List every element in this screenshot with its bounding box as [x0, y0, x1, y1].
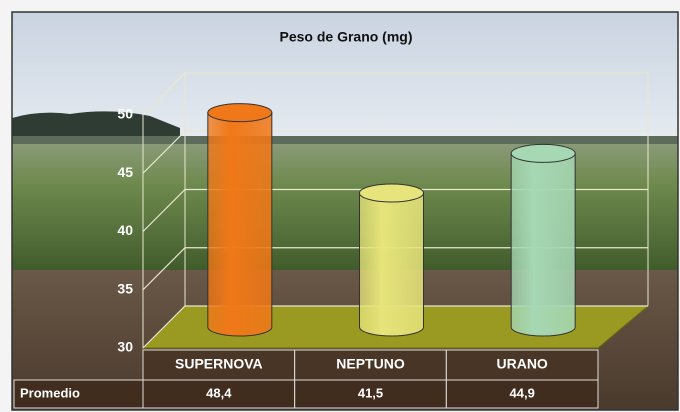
- y-tick-label: 35: [117, 280, 133, 296]
- value-label: 41,5: [358, 385, 383, 400]
- cylinder-body: [208, 113, 272, 336]
- y-tick-label: 50: [117, 106, 133, 122]
- field: [12, 144, 678, 274]
- table-row-label: Promedio: [20, 385, 80, 400]
- y-tick-label: 45: [117, 164, 133, 180]
- cylinder-body: [511, 153, 575, 336]
- cylinder-body: [360, 193, 424, 336]
- x-tick-label: SUPERNOVA: [175, 356, 263, 372]
- cylinder-top: [208, 104, 272, 122]
- x-tick-label: NEPTUNO: [336, 356, 405, 372]
- page: Peso de Grano (mg) 30 35 40 45 50 Promedio SUP…: [0, 0, 680, 412]
- cylinder-top: [511, 144, 575, 162]
- y-tick-label: 40: [117, 222, 133, 238]
- bar: [511, 144, 575, 336]
- chart: Peso de Grano (mg) 30 35 40 45 50 Promedio SUP…: [0, 0, 680, 412]
- value-label: 44,9: [510, 385, 535, 400]
- value-label: 48,4: [206, 385, 232, 400]
- treeline: [12, 136, 678, 144]
- cylinder-top: [360, 184, 424, 202]
- chart-title: Peso de Grano (mg): [279, 29, 412, 45]
- x-tick-label: URANO: [496, 356, 547, 372]
- y-tick-label: 30: [117, 339, 133, 355]
- bar: [360, 184, 424, 336]
- bar: [208, 104, 272, 336]
